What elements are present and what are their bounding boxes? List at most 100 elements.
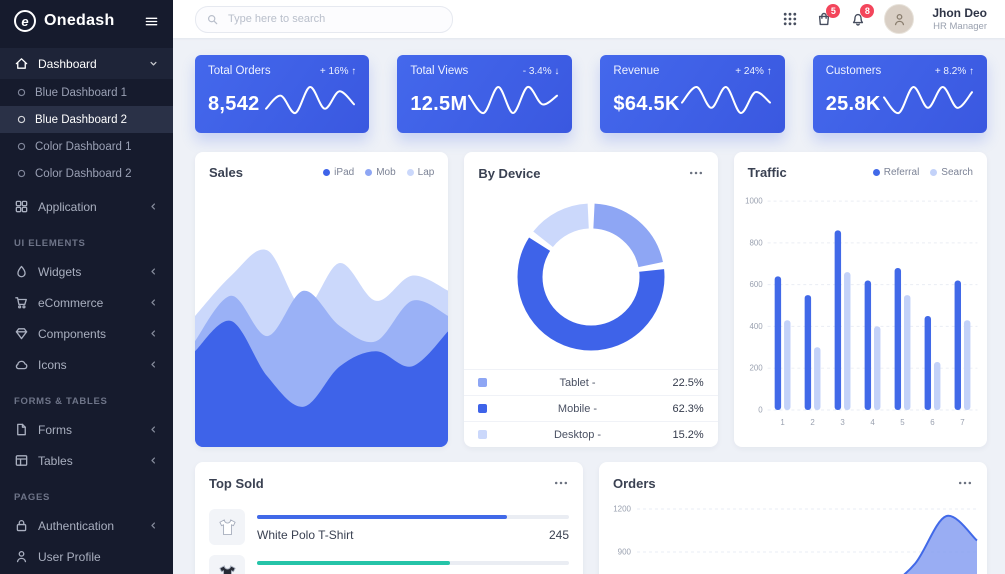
more-menu-icon[interactable] [957, 475, 973, 491]
top-sold-title: Top Sold [209, 475, 264, 491]
sidebar-item-blue-dashboard-1[interactable]: Blue Dashboard 1 [0, 79, 173, 106]
search-icon [206, 13, 219, 26]
avatar[interactable] [884, 4, 915, 34]
sidebar-item-blue-dashboard-2[interactable]: Blue Dashboard 2 [0, 106, 173, 133]
stat-value: 8,542 [208, 93, 260, 115]
chevron-left-icon [148, 266, 159, 277]
top-sold-row[interactable]: Black Polo T-Shirt 345 [195, 555, 583, 574]
user-name: Jhon Deo [932, 5, 987, 20]
svg-text:2: 2 [810, 418, 814, 427]
device-donut-chart [517, 203, 665, 351]
shopping-bag-icon [816, 11, 832, 27]
sidebar-item-label: Tables [38, 453, 73, 468]
search-input[interactable] [226, 12, 442, 26]
sidebar-item-components[interactable]: Components [0, 318, 173, 349]
svg-text:3: 3 [840, 418, 845, 427]
orders-area-chart: 03006009001200 [613, 505, 978, 574]
svg-text:1200: 1200 [613, 505, 631, 514]
cloud-icon [14, 357, 29, 372]
sidebar-item-widgets[interactable]: Widgets [0, 256, 173, 287]
sidebar: e Onedash Dashboard Blue Dashboard 1 Blu… [0, 0, 173, 574]
logo-text: Onedash [44, 12, 115, 29]
stat-delta: - 3.4% ↓ [522, 65, 560, 77]
device-legend-rows: Tablet - 22.5% Mobile - 62.3% Desktop - … [464, 369, 718, 447]
user-icon [14, 549, 29, 564]
traffic-legend: Referral Search [872, 167, 973, 178]
sidebar-item-dashboard[interactable]: Dashboard [0, 48, 173, 79]
stat-card-revenue: Revenue + 24% ↑ $64.5K [600, 55, 785, 133]
sidebar-item-tables[interactable]: Tables [0, 445, 173, 476]
section-label-ui-elements: UI ELEMENTS [14, 238, 86, 249]
svg-text:600: 600 [749, 280, 763, 289]
sidebar-item-application[interactable]: Application [0, 191, 173, 222]
charts-row: Sales iPad Mob Lap By Device [195, 152, 987, 447]
logo-row: e Onedash [0, 0, 173, 42]
tshirt-icon [217, 517, 238, 538]
device-value: 22.5% [672, 376, 704, 389]
svg-text:400: 400 [749, 322, 763, 331]
stat-sparkline [883, 85, 974, 115]
hamburger-menu-icon[interactable] [144, 14, 159, 29]
legend-label: Mob [376, 167, 396, 178]
lock-icon [14, 518, 29, 533]
sidebar-item-icons[interactable]: Icons [0, 349, 173, 380]
notifications-badge: 8 [860, 4, 875, 18]
sidebar-item-authentication[interactable]: Authentication [0, 510, 173, 541]
cart-icon [14, 295, 29, 310]
search-box[interactable] [195, 5, 453, 33]
svg-text:5: 5 [900, 418, 905, 427]
svg-text:900: 900 [618, 548, 632, 557]
chevron-left-icon [148, 359, 159, 370]
sidebar-item-label: Forms [38, 422, 72, 437]
widgets-drop-icon [14, 264, 29, 279]
apps-grid-button[interactable] [782, 11, 798, 27]
sales-legend: iPad Mob Lap [323, 167, 434, 178]
sidebar-item-color-dashboard-2[interactable]: Color Dashboard 2 [0, 160, 173, 187]
sidebar-item-label: Components [38, 326, 107, 341]
stat-card-customers: Customers + 8.2% ↑ 25.8K [812, 55, 988, 133]
notifications-button[interactable]: 8 [850, 4, 875, 27]
svg-text:800: 800 [749, 238, 763, 247]
svg-text:7: 7 [960, 418, 964, 427]
svg-text:1000: 1000 [745, 197, 763, 206]
device-name: Tablet - [559, 376, 596, 389]
sidebar-item-forms[interactable]: Forms [0, 414, 173, 445]
stat-delta: + 24% ↑ [735, 65, 772, 77]
sales-area-chart [195, 249, 449, 447]
application-grid-icon [14, 199, 29, 214]
sales-title: Sales [209, 165, 243, 180]
bullet-circle-icon [17, 142, 26, 151]
legend-label: Search [941, 167, 973, 178]
sidebar-item-label: eCommerce [38, 295, 104, 310]
more-menu-icon[interactable] [688, 165, 704, 181]
sidebar-item-user-profile[interactable]: User Profile [0, 541, 173, 572]
cart-button[interactable]: 5 [816, 4, 841, 27]
legend-dot-referral [872, 169, 880, 176]
stat-value: 25.8K [825, 93, 881, 115]
avatar-user-icon [892, 12, 907, 27]
bullet-circle-icon [17, 115, 26, 124]
legend-dot-ipad [323, 169, 331, 176]
legend-dot-search [930, 169, 938, 176]
user-meta[interactable]: Jhon Deo HR Manager [932, 6, 987, 33]
progress-track [257, 561, 569, 565]
sidebar-item-label: Icons [38, 357, 67, 372]
bullet-circle-icon [17, 88, 26, 97]
device-value: 62.3% [672, 402, 704, 415]
user-role: HR Manager [933, 20, 987, 32]
legend-label: iPad [334, 167, 355, 178]
sidebar-item-ecommerce[interactable]: eCommerce [0, 287, 173, 318]
device-value: 15.2% [672, 428, 704, 441]
svg-text:6: 6 [930, 418, 935, 427]
stat-delta: + 8.2% ↑ [934, 65, 975, 77]
top-header: 5 8 Jhon Deo HR Manager [173, 0, 1005, 38]
product-name: White Polo T-Shirt [257, 528, 354, 542]
stat-sparkline [468, 85, 559, 115]
top-sold-row[interactable]: White Polo T-Shirt 245 [195, 509, 583, 545]
sidebar-item-color-dashboard-1[interactable]: Color Dashboard 1 [0, 133, 173, 160]
product-thumb [209, 555, 245, 574]
by-device-card: By Device Tablet - 22.5% Mobile - [464, 152, 718, 447]
more-menu-icon[interactable] [553, 475, 569, 491]
progress-fill [257, 515, 507, 519]
